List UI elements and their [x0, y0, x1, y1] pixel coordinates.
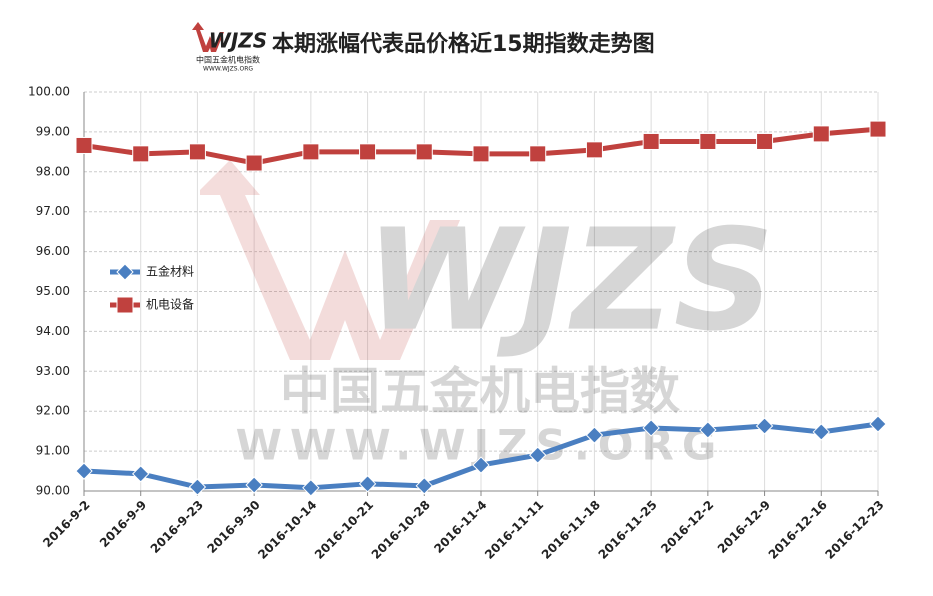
x-tick-label: 2016-11-18 [539, 498, 603, 562]
x-tick-label: 2016-11-11 [482, 498, 546, 562]
legend-label: 机电设备 [146, 298, 194, 312]
watermark-arrow [200, 160, 460, 360]
y-tick-label: 100.00 [28, 85, 70, 99]
watermark-subtitle: 中国五金机电指数 [280, 363, 680, 421]
x-tick-label: 2016-11-4 [431, 498, 489, 556]
y-tick-label: 90.00 [36, 484, 70, 498]
marker [245, 154, 263, 172]
marker [245, 476, 263, 494]
marker [358, 475, 377, 493]
y-tick-label: 94.00 [36, 324, 70, 338]
x-tick-label: 2016-9-9 [97, 498, 149, 550]
marker [116, 296, 134, 314]
logo-url: WWW.WJZS.ORG [203, 66, 253, 73]
marker [755, 417, 774, 435]
marker [812, 423, 830, 441]
legend-label: 五金材料 [146, 264, 194, 279]
x-tick-label: 2016-12-9 [715, 498, 773, 556]
marker [188, 143, 206, 161]
y-tick-label: 96.00 [36, 244, 70, 258]
marker [302, 479, 320, 497]
marker [699, 421, 717, 439]
marker [359, 143, 377, 161]
y-tick-label: 95.00 [36, 284, 70, 298]
logo-text: WJZS [209, 29, 267, 53]
x-tick-label: 2016-12-2 [658, 498, 716, 556]
marker [75, 462, 93, 480]
x-tick-label: 2016-9-30 [204, 498, 262, 556]
y-tick-label: 99.00 [36, 124, 70, 138]
marker [302, 143, 320, 161]
marker [132, 145, 150, 163]
marker [812, 125, 830, 143]
x-tick-label: 2016-10-28 [369, 498, 433, 562]
y-tick-label: 91.00 [36, 444, 70, 458]
x-tick-label: 2016-12-16 [766, 498, 830, 562]
x-tick-label: 2016-9-23 [148, 498, 206, 556]
marker [699, 132, 717, 150]
logo: WJZS 中国五金机电指数 WWW.WJZS.ORG [192, 22, 267, 73]
marker [869, 120, 887, 138]
y-tick-label: 97.00 [36, 204, 70, 218]
marker [585, 426, 604, 444]
marker [188, 478, 207, 496]
marker [585, 141, 603, 159]
marker [642, 419, 660, 437]
marker [415, 143, 433, 161]
marker [415, 477, 433, 495]
marker [472, 456, 490, 474]
marker [75, 136, 93, 154]
x-tick-label: 2016-10-14 [255, 498, 319, 562]
marker [132, 465, 150, 483]
y-tick-label: 92.00 [36, 404, 70, 418]
x-tick-label: 2016-12-23 [822, 498, 886, 562]
marker [472, 145, 490, 163]
marker [529, 446, 547, 464]
marker [869, 415, 887, 433]
logo-subtitle: 中国五金机电指数 [196, 55, 260, 65]
watermark-logo: WJZS [366, 200, 775, 363]
chart-title: 本期涨幅代表品价格近15期指数走势图 [272, 31, 655, 57]
x-tick-label: 2016-10-21 [312, 498, 376, 562]
y-tick-label: 93.00 [36, 364, 70, 378]
marker [529, 145, 547, 163]
marker [116, 263, 134, 281]
y-tick-label: 98.00 [36, 164, 70, 178]
marker [642, 132, 660, 150]
marker [756, 132, 774, 150]
x-tick-label: 2016-9-2 [40, 498, 92, 550]
x-tick-label: 2016-11-25 [596, 498, 660, 562]
watermark: WJZS 中国五金机电指数 WWW.WJZS.ORG [200, 160, 774, 470]
